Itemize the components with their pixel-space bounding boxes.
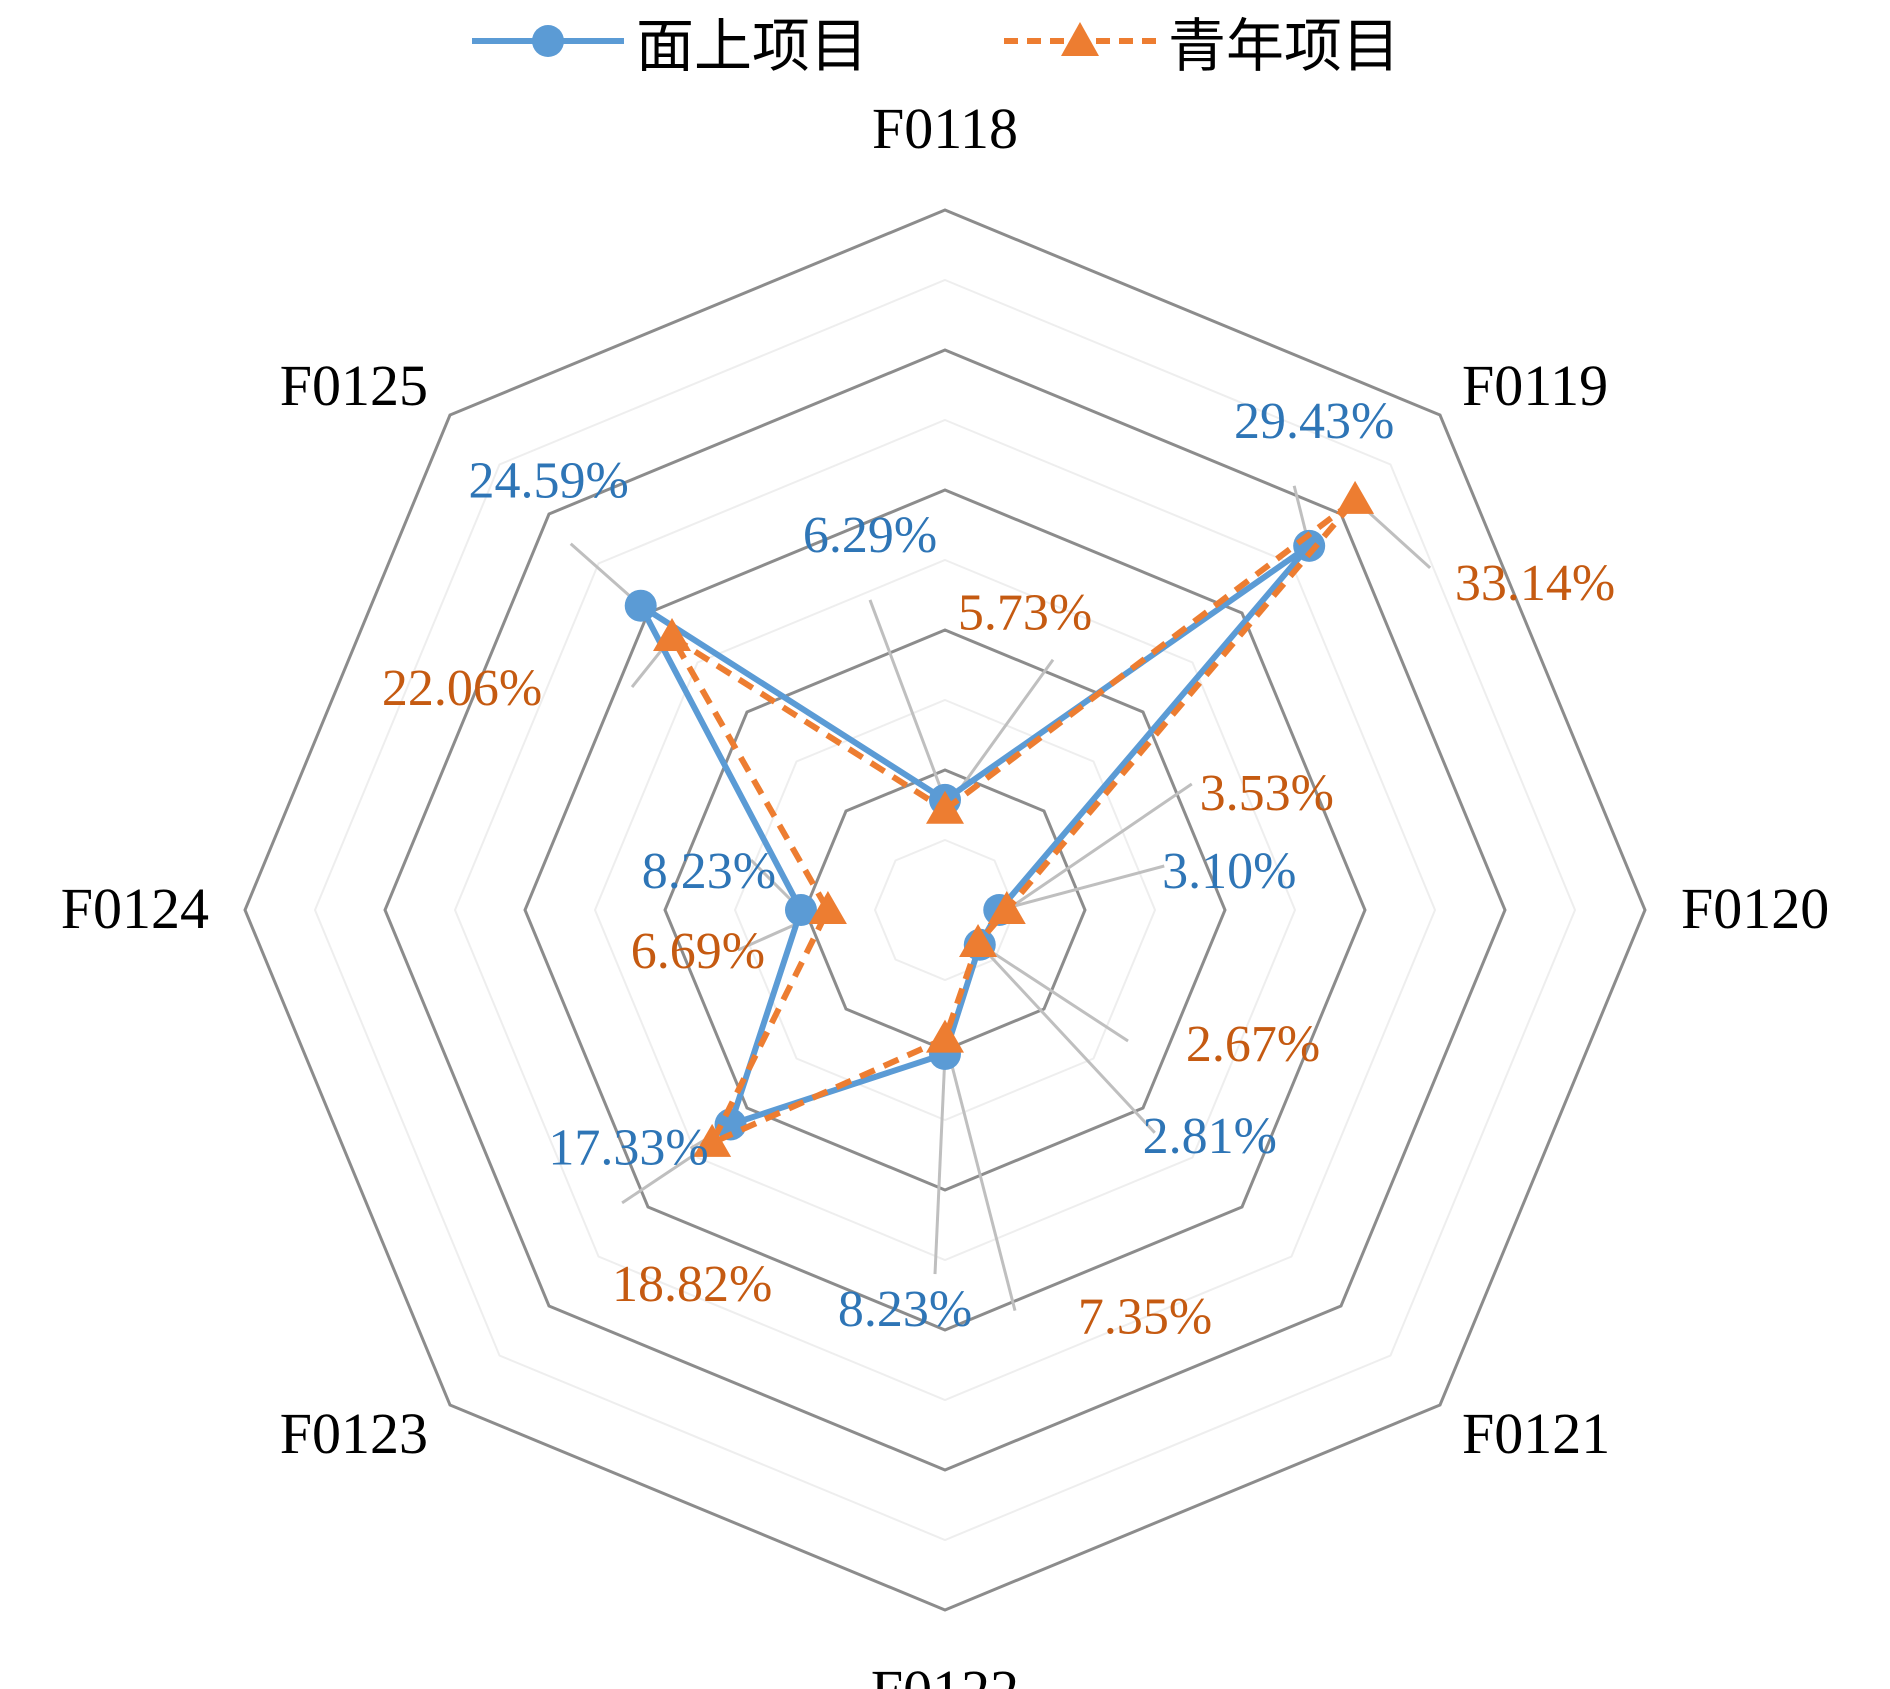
category-label: F0120: [1681, 876, 1829, 941]
leader-line: [998, 864, 1165, 912]
data-point: [987, 891, 1026, 924]
category-label: F0121: [1462, 1401, 1610, 1466]
legend-label-series-2: 青年项目: [1168, 12, 1401, 80]
category-label: F0124: [61, 876, 209, 941]
data-label: 8.23%: [642, 843, 776, 900]
grid-ring-major: [523, 488, 1367, 1332]
data-point: [1336, 480, 1375, 514]
leader-line: [868, 599, 947, 801]
legend: 面上项目 青年项目: [0, 0, 1890, 80]
legend-swatch-series-2: [1004, 22, 1156, 56]
legend-label-series-1: 面上项目: [636, 12, 869, 80]
category-label: F0118: [872, 96, 1018, 161]
data-label: 5.73%: [958, 585, 1092, 642]
grid-ring-minor: [593, 558, 1297, 1262]
data-label: 6.69%: [631, 923, 765, 980]
grid-ring-major: [383, 348, 1507, 1472]
data-labels-series-1: 6.29% 29.43% 3.10% 2.81% 8.23% 17.33% 8.23% 24.…: [469, 393, 1395, 1338]
leader-line: [978, 943, 1156, 1134]
data-label: 8.23%: [838, 1281, 972, 1338]
data-label: 33.14%: [1455, 555, 1615, 612]
leader-line: [977, 941, 1129, 1043]
data-label: 17.33%: [548, 1119, 708, 1176]
data-label: 3.53%: [1200, 765, 1334, 822]
data-label: 2.81%: [1143, 1108, 1277, 1165]
data-label: 2.67%: [1186, 1016, 1320, 1073]
data-point: [808, 891, 847, 924]
data-label: 3.10%: [1162, 843, 1296, 900]
data-point: [959, 924, 998, 958]
data-point: [693, 1123, 732, 1157]
data-point: [926, 790, 964, 824]
data-point: [926, 1019, 964, 1053]
data-label: 7.35%: [1078, 1289, 1212, 1346]
data-label: 29.43%: [1234, 393, 1394, 450]
data-labels-series-2: 5.73% 33.14% 3.53% 2.67% 7.35% 18.82% 6.69% 22.…: [382, 555, 1615, 1346]
leader-line: [933, 1053, 947, 1275]
data-point: [653, 618, 692, 652]
grid-ring-minor: [873, 838, 1017, 982]
category-label: F0125: [280, 353, 428, 418]
series-2: [653, 480, 1375, 1157]
legend-swatch-series-1: [472, 25, 624, 57]
leader-line: [943, 1038, 1017, 1311]
grid-ring-minor: [733, 698, 1157, 1122]
data-label: 22.06%: [382, 660, 542, 717]
data-point: [624, 589, 657, 622]
leader-line: [1005, 782, 1193, 912]
category-label: F0123: [280, 1401, 428, 1466]
data-point: [784, 894, 817, 926]
radar-grid: [243, 208, 1647, 1612]
legend-item-series-1: 面上项目: [468, 6, 868, 80]
grid-ring-minor: [313, 278, 1577, 1542]
data-label: 18.82%: [612, 1256, 772, 1313]
grid-ring-minor: [453, 418, 1437, 1402]
data-label: 24.59%: [469, 453, 629, 510]
grid-ring-major: [243, 208, 1647, 1612]
data-label: 6.29%: [803, 507, 937, 564]
data-point: [714, 1108, 747, 1141]
legend-item-series-2: 青年项目: [1000, 6, 1400, 80]
category-label: F0119: [1462, 353, 1608, 418]
category-label: F0122: [871, 1658, 1019, 1689]
grid-ring-major: [663, 628, 1227, 1192]
